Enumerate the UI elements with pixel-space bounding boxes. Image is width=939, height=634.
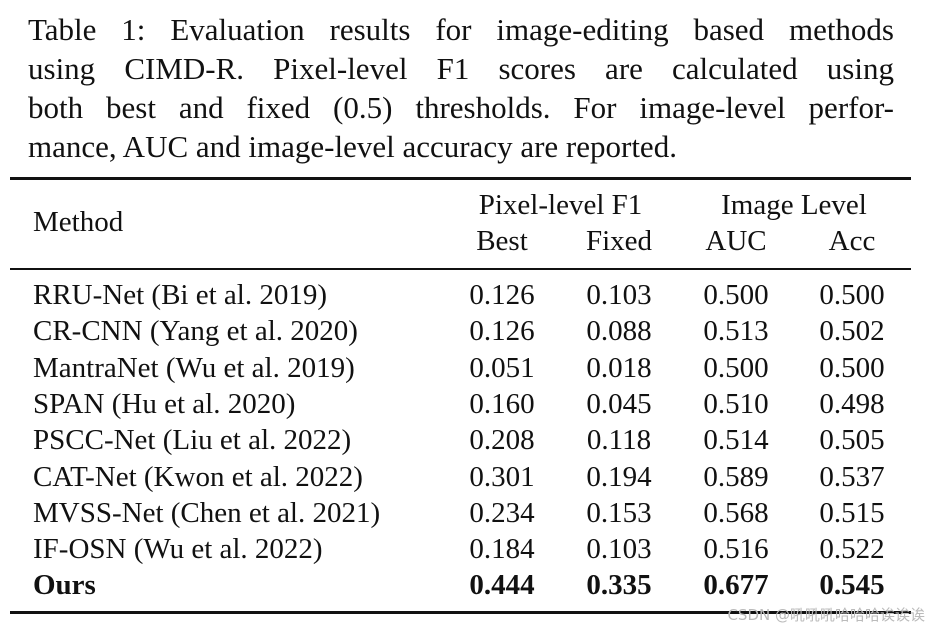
cell-value: 0.589 — [703, 460, 769, 493]
cell-value: 0.444 — [469, 569, 535, 602]
cell-value: 0.677 — [703, 569, 769, 602]
cell-value: 0.126 — [469, 279, 535, 311]
cell-value: 0.500 — [703, 351, 769, 384]
cell-value: 0.498 — [819, 387, 885, 420]
cell-value: 0.513 — [703, 315, 769, 348]
header-method: Method — [33, 206, 124, 238]
cell-value: 0.184 — [469, 533, 535, 566]
header-group: Pixel-level F1 — [478, 189, 643, 221]
cell-value: 0.088 — [586, 315, 652, 348]
cell-value: 0.051 — [469, 351, 535, 384]
cell-value: 0.500 — [819, 279, 885, 311]
header-column: Best — [476, 225, 528, 257]
cell-value: 0.522 — [819, 533, 885, 566]
cell-value: 0.500 — [819, 351, 885, 384]
header-column: Fixed — [585, 225, 653, 257]
cell-value: 0.510 — [703, 387, 769, 420]
cell-value: 0.515 — [819, 496, 885, 529]
method-name: IF-OSN (Wu et al. 2022) — [33, 533, 323, 566]
cell-value: 0.208 — [469, 424, 535, 457]
cell-value: 0.160 — [469, 387, 535, 420]
cell-value: 0.103 — [586, 533, 652, 566]
method-name: Ours — [33, 569, 96, 602]
cell-value: 0.568 — [703, 496, 769, 529]
method-name: CAT-Net (Kwon et al. 2022) — [33, 460, 363, 493]
cell-value: 0.335 — [586, 569, 652, 602]
cell-value: 0.153 — [586, 496, 652, 529]
header-column: Acc — [828, 225, 876, 257]
cell-value: 0.045 — [586, 387, 652, 420]
bottom-rule — [10, 611, 911, 614]
watermark: CSDN @吼吼吼哈哈哈诶诶诶 — [727, 606, 925, 624]
method-name: MVSS-Net (Chen et al. 2021) — [33, 496, 381, 529]
cell-value: 0.018 — [586, 351, 652, 384]
method-name: CR-CNN (Yang et al. 2020) — [33, 315, 358, 348]
method-name: PSCC-Net (Liu et al. 2022) — [33, 424, 352, 457]
cell-value: 0.502 — [819, 315, 885, 348]
cell-value: 0.514 — [703, 424, 769, 457]
cell-value: 0.103 — [586, 279, 652, 311]
cell-value: 0.505 — [819, 424, 885, 457]
cell-value: 0.194 — [586, 460, 652, 493]
cell-value: 0.301 — [469, 460, 535, 493]
method-name: MantraNet (Wu et al. 2019) — [33, 351, 355, 384]
mid-rule — [10, 268, 911, 270]
caption-line: Table 1: Evaluation results for image-ed… — [28, 12, 894, 47]
cell-value: 0.537 — [819, 460, 885, 493]
method-name: SPAN (Hu et al. 2020) — [33, 387, 296, 420]
top-rule — [10, 177, 911, 180]
cell-value: 0.516 — [703, 533, 769, 566]
caption-line: both best and fixed (0.5) thresholds. Fo… — [28, 90, 894, 125]
header-group: Image Level — [721, 189, 867, 221]
caption-line: using CIMD-R. Pixel-level F1 scores are … — [28, 51, 894, 86]
cell-value: 0.118 — [586, 424, 652, 457]
caption-line: mance, AUC and image-level accuracy are … — [28, 129, 677, 164]
method-name: RRU-Net (Bi et al. 2019) — [33, 279, 327, 311]
cell-value: 0.500 — [703, 279, 769, 311]
cell-value: 0.234 — [469, 496, 535, 529]
header-column: AUC — [705, 225, 767, 257]
cell-value: 0.126 — [469, 315, 535, 348]
cell-value: 0.545 — [819, 569, 885, 602]
